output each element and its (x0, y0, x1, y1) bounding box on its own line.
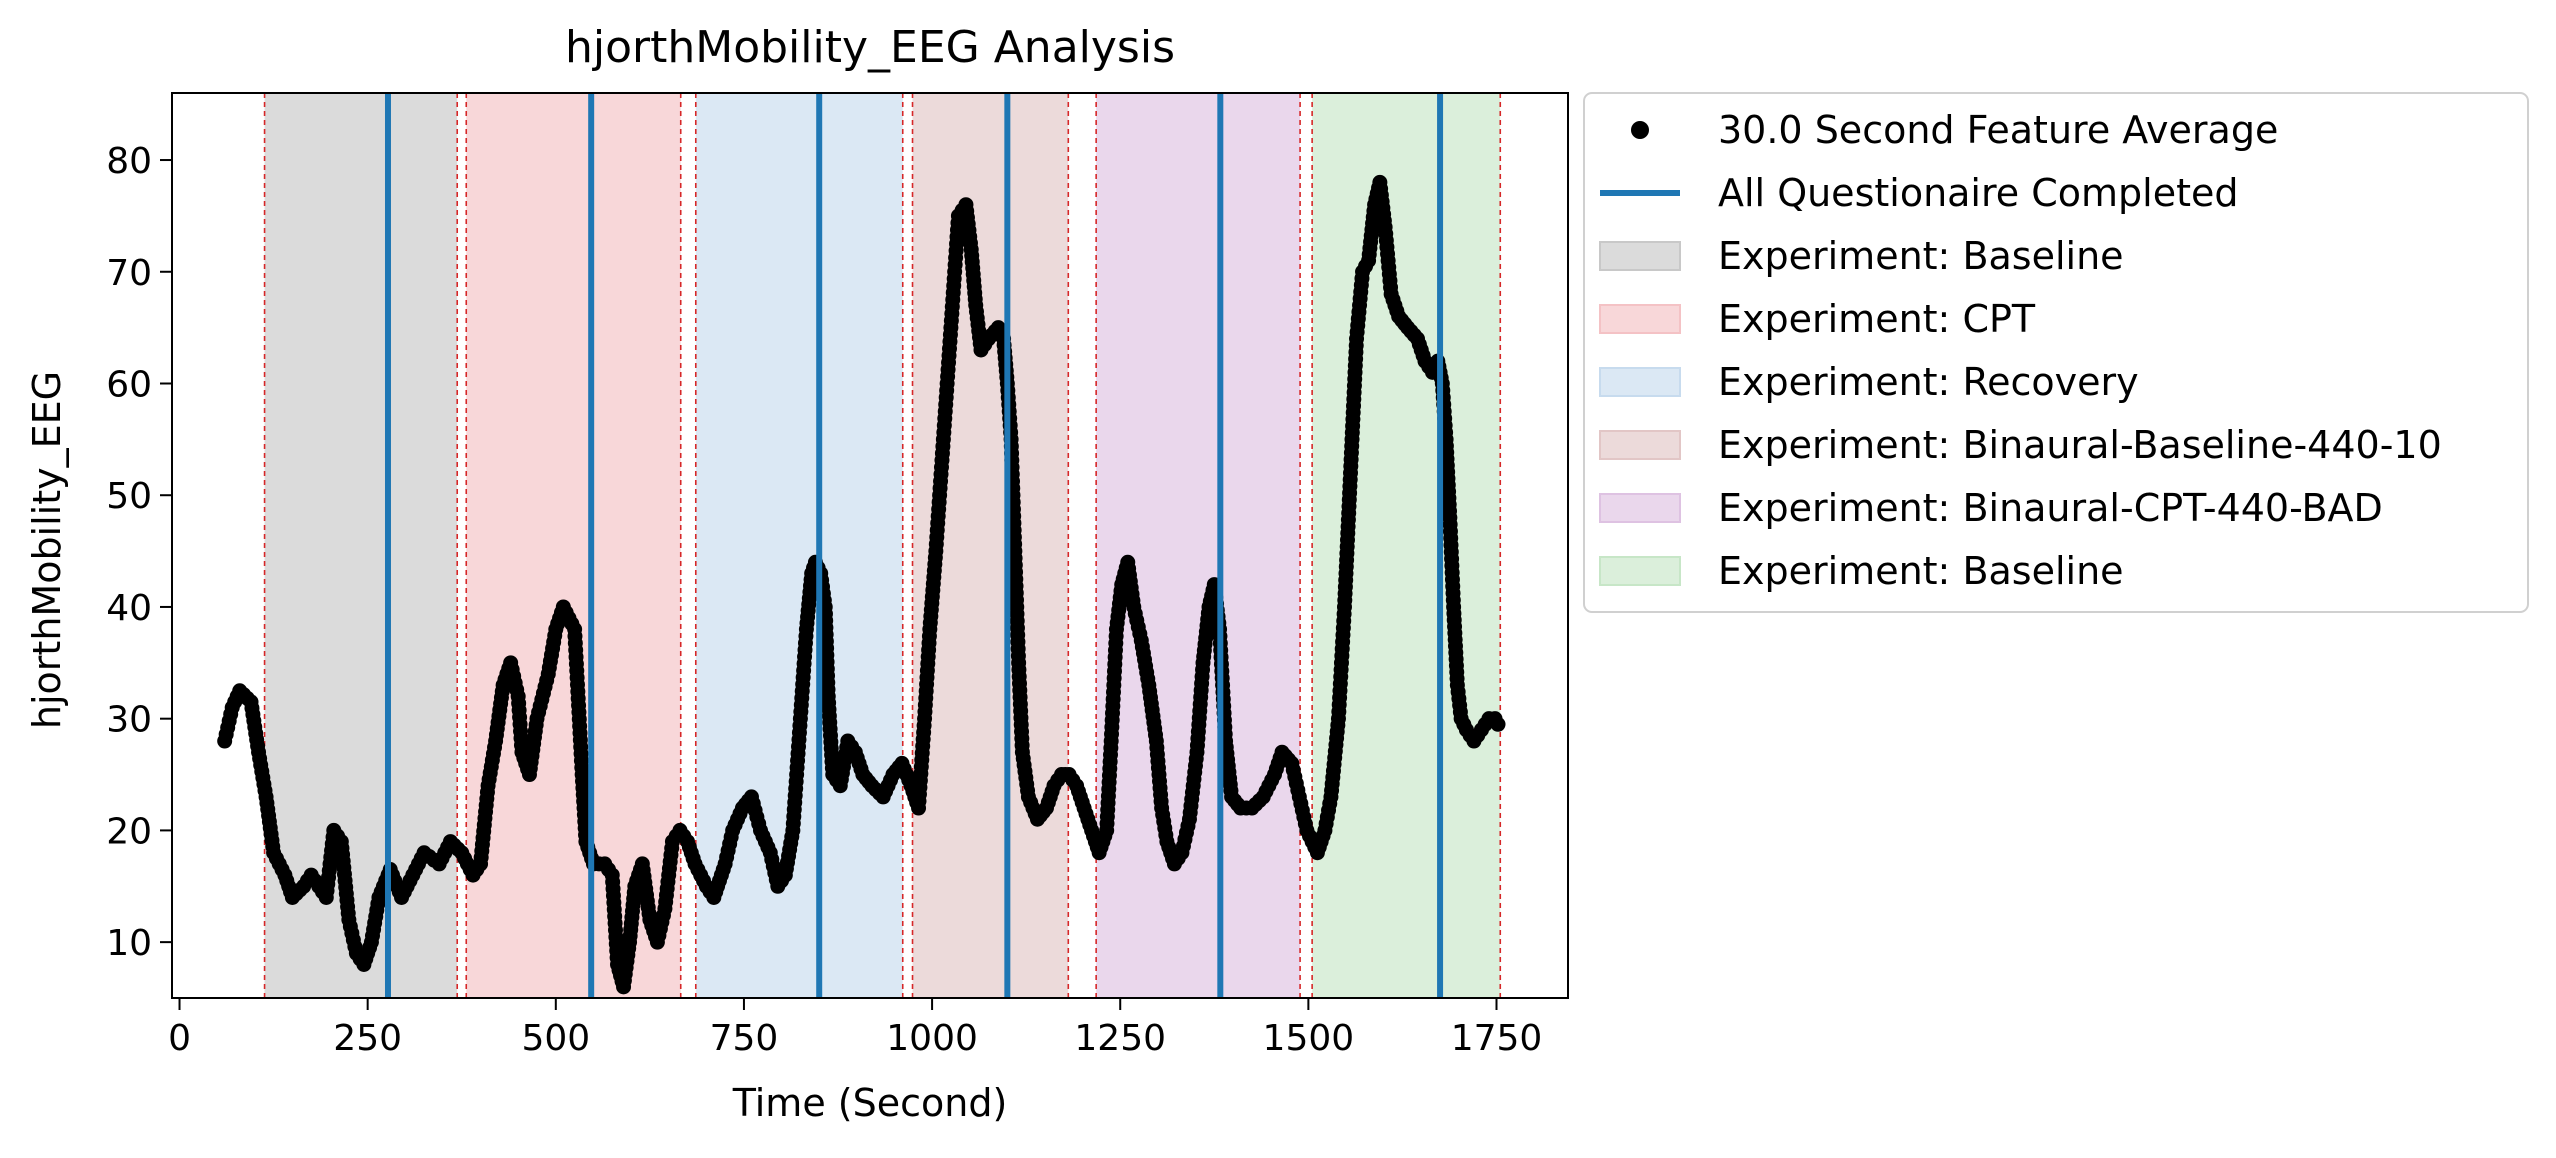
scatter-points (217, 174, 1506, 995)
y-axis-label: hjorthMobility_EEG (25, 371, 69, 729)
legend-label: 30.0 Second Feature Average (1718, 108, 2278, 152)
y-tick-label: 70 (106, 253, 152, 294)
legend-marker-scatter (1631, 121, 1649, 139)
x-tick-label: 750 (710, 1018, 779, 1059)
x-tick-label: 1000 (886, 1018, 978, 1059)
x-tick-label: 250 (333, 1018, 402, 1059)
x-tick-label: 1500 (1263, 1018, 1355, 1059)
y-tick-label: 50 (106, 476, 152, 517)
y-axis: 10 20 30 40 50 60 70 80 (106, 141, 172, 964)
legend-label: Experiment: Binaural-CPT-440-BAD (1718, 486, 2383, 530)
experiment-spans (264, 93, 1501, 998)
legend: 30.0 Second Feature Average All Questiona… (1583, 92, 2529, 613)
plot-area (171, 92, 1569, 999)
legend-label: Experiment: Baseline (1718, 234, 2124, 278)
legend-marker-span (1599, 304, 1681, 334)
legend-frame (1583, 92, 2529, 613)
data-point (1490, 716, 1506, 732)
plot-frame (171, 92, 1569, 999)
y-tick-label: 40 (106, 588, 152, 629)
legend-label: Experiment: Binaural-Baseline-440-10 (1718, 423, 2442, 467)
y-tick-label: 60 (106, 364, 152, 405)
x-tick-label: 1750 (1451, 1018, 1543, 1059)
y-tick-label: 10 (106, 923, 152, 964)
span-cpt (466, 93, 681, 998)
legend-marker-span (1599, 493, 1681, 523)
y-tick-label: 20 (106, 811, 152, 852)
legend-label: Experiment: CPT (1718, 297, 2036, 341)
x-axis-label: Time (Second) (732, 1081, 1008, 1125)
y-tick-label: 30 (106, 700, 152, 741)
x-tick-label: 1250 (1074, 1018, 1166, 1059)
chart-title: hjorthMobility_EEG Analysis (565, 22, 1175, 73)
x-axis: 0 250 500 750 1000 1250 1500 1750 (168, 998, 1542, 1059)
legend-marker-span (1599, 367, 1681, 397)
span-binaural-cpt-440-bad (1096, 93, 1301, 998)
legend-marker-span (1599, 430, 1681, 460)
questionnaire-lines (384, 93, 1444, 998)
legend-marker-span (1599, 556, 1681, 586)
x-tick-label: 0 (168, 1018, 191, 1059)
legend-label: Experiment: Baseline (1718, 549, 2124, 593)
legend-marker-span (1599, 241, 1681, 271)
span-boundaries (263, 93, 1502, 998)
legend-label: Experiment: Recovery (1718, 360, 2139, 404)
y-tick-label: 80 (106, 141, 152, 182)
x-tick-label: 500 (521, 1018, 590, 1059)
legend-label: All Questionaire Completed (1718, 171, 2239, 215)
